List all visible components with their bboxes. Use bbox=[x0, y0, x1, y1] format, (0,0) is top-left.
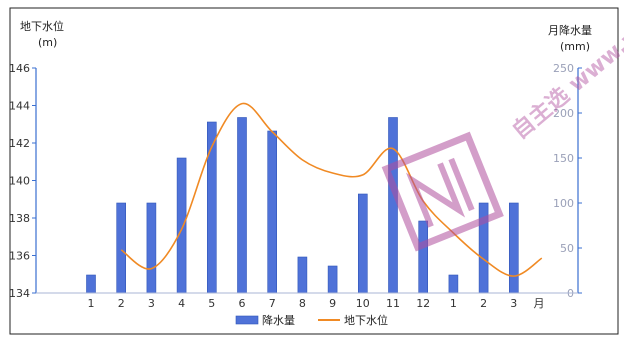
watermark-logo bbox=[381, 131, 504, 252]
x-tick-label: 7 bbox=[269, 297, 276, 310]
precipitation-bar bbox=[448, 274, 459, 294]
right-axis-unit: (mm) bbox=[560, 40, 590, 53]
left-tick-label: 138 bbox=[9, 212, 30, 225]
x-tick-label: 3 bbox=[510, 297, 517, 310]
chart-border bbox=[9, 7, 619, 335]
x-tick-label: 10 bbox=[356, 297, 370, 310]
groundwater-line bbox=[120, 102, 543, 277]
x-tick-label: 9 bbox=[329, 297, 336, 310]
precipitation-bar bbox=[418, 220, 429, 294]
watermark-glyph bbox=[405, 157, 475, 228]
x-tick-label: 8 bbox=[299, 297, 306, 310]
right-tick-label: 100 bbox=[553, 197, 574, 210]
right-axis-title: 月降水量 bbox=[548, 23, 592, 37]
precipitation-bar bbox=[327, 265, 338, 294]
x-tick-label: 2 bbox=[480, 297, 487, 310]
left-tick-label: 136 bbox=[9, 250, 30, 263]
right-tick-label: 250 bbox=[553, 62, 574, 75]
watermark: 自主选 www.w bbox=[381, 21, 624, 252]
left-axis-title: 地下水位 bbox=[20, 19, 64, 33]
watermark-box bbox=[381, 131, 504, 252]
right-tick-label: 200 bbox=[553, 107, 574, 120]
legend-label-precipitation: 降水量 bbox=[262, 313, 295, 327]
x-tick-label: 4 bbox=[178, 297, 185, 310]
left-tick-label: 146 bbox=[9, 62, 30, 75]
precipitation-bars bbox=[86, 117, 519, 294]
left-axis: 地下水位 (m) 134 136 138 140 142 144 146 bbox=[9, 19, 64, 300]
legend-swatch-precipitation bbox=[235, 315, 259, 325]
precipitation-bar bbox=[508, 202, 519, 294]
precipitation-bar bbox=[237, 117, 247, 294]
x-tick-label: 6 bbox=[239, 297, 246, 310]
precipitation-bar bbox=[176, 157, 187, 294]
right-tick-label: 150 bbox=[553, 152, 574, 165]
left-tick-label: 134 bbox=[9, 287, 30, 300]
x-tick-label: 1 bbox=[88, 297, 95, 310]
left-axis-unit: (m) bbox=[38, 36, 57, 49]
legend-label-groundwater: 地下水位 bbox=[344, 313, 388, 327]
left-tick-label: 144 bbox=[9, 100, 30, 113]
x-tick-label: 1 bbox=[450, 297, 457, 310]
x-tick-label: 3 bbox=[148, 297, 155, 310]
x-tick-label: 5 bbox=[208, 297, 215, 310]
groundwater-level-line bbox=[120, 102, 543, 277]
x-tick-label: 11 bbox=[386, 297, 400, 310]
precipitation-bar bbox=[86, 274, 96, 294]
x-tick-label: 2 bbox=[118, 297, 125, 310]
precipitation-bar bbox=[388, 117, 398, 294]
x-axis: 1 2 3 4 5 6 7 8 9 10 11 12 1 2 3 月 bbox=[36, 292, 578, 310]
left-tick-label: 142 bbox=[9, 137, 30, 150]
x-unit-label: 月 bbox=[534, 297, 545, 310]
precipitation-bar bbox=[116, 202, 126, 294]
x-tick-label: 12 bbox=[416, 297, 430, 310]
precipitation-bar bbox=[357, 193, 368, 294]
chart-frame bbox=[9, 7, 619, 335]
legend: 降水量 地下水位 bbox=[235, 313, 388, 327]
precipitation-bar bbox=[297, 256, 308, 294]
right-tick-label: 50 bbox=[560, 242, 574, 255]
precipitation-bar bbox=[267, 130, 278, 294]
precipitation-bar bbox=[146, 202, 157, 294]
left-tick-label: 140 bbox=[9, 175, 30, 188]
